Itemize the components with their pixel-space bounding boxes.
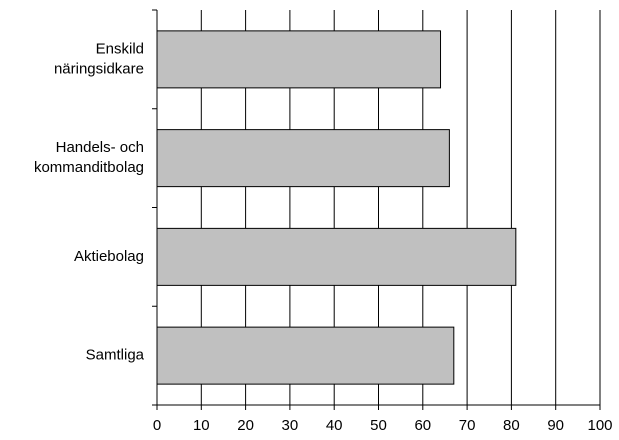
bar [156,326,455,385]
y-tick-label-line: kommanditbolag [34,159,144,176]
y-tick-label-line: Aktiebolag [74,248,144,265]
y-tick-label: Enskild näringsidkare [54,40,144,77]
x-tick-label: 30 [282,417,299,434]
x-tick-label: 100 [587,417,612,434]
x-tick-label: 0 [153,417,161,434]
x-tick-label: 40 [326,417,343,434]
x-tick-label: 80 [503,417,520,434]
y-tick-label-line: Handels- och [56,139,144,156]
x-tick-label: 20 [237,417,254,434]
x-tick-label: 60 [414,417,431,434]
x-tick-label: 10 [193,417,210,434]
y-tick-label: Samtliga [86,347,145,364]
y-tick-label-line: Enskild [96,40,144,57]
y-tick-label: Aktiebolag [74,248,144,265]
bar [156,129,450,188]
bar [156,227,517,286]
x-tick-label: 50 [370,417,387,434]
x-tick-label: 70 [459,417,476,434]
y-tick-label-line: Samtliga [86,347,145,364]
bar [156,30,442,89]
y-tick-label: Handels- och kommanditbolag [34,139,144,176]
y-tick-label-line: näringsidkare [54,60,144,77]
x-tick-label: 90 [547,417,564,434]
